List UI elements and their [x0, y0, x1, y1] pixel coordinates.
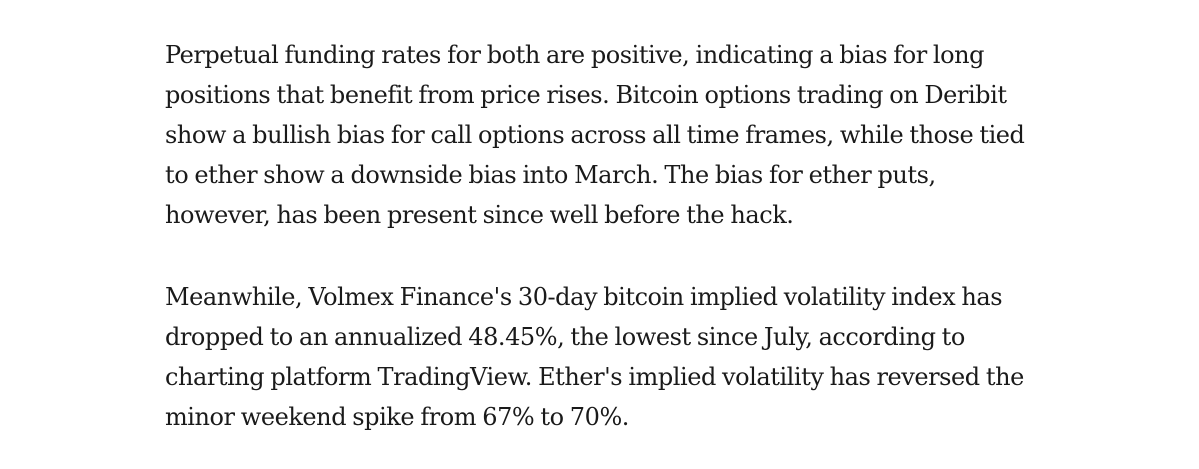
text-line: dropped to an annualized 48.45%, the low… [165, 323, 965, 351]
article-body: Perpetual funding rates for both are pos… [165, 35, 1065, 437]
text-line: positions that benefit from price rises.… [165, 81, 1007, 109]
text-line: show a bullish bias for call options acr… [165, 121, 1025, 149]
text-line: Meanwhile, Volmex Finance's 30-day bitco… [165, 283, 1003, 311]
paragraph-funding-rates: Perpetual funding rates for both are pos… [165, 35, 1065, 235]
text-line: Perpetual funding rates for both are pos… [165, 41, 985, 69]
text-line: minor weekend spike from 67% to 70%. [165, 403, 629, 431]
text-line: charting platform TradingView. Ether's i… [165, 363, 1024, 391]
text-line: to ether show a downside bias into March… [165, 161, 936, 189]
text-line: however, has been present since well bef… [165, 201, 794, 229]
paragraph-implied-volatility: Meanwhile, Volmex Finance's 30-day bitco… [165, 277, 1065, 437]
